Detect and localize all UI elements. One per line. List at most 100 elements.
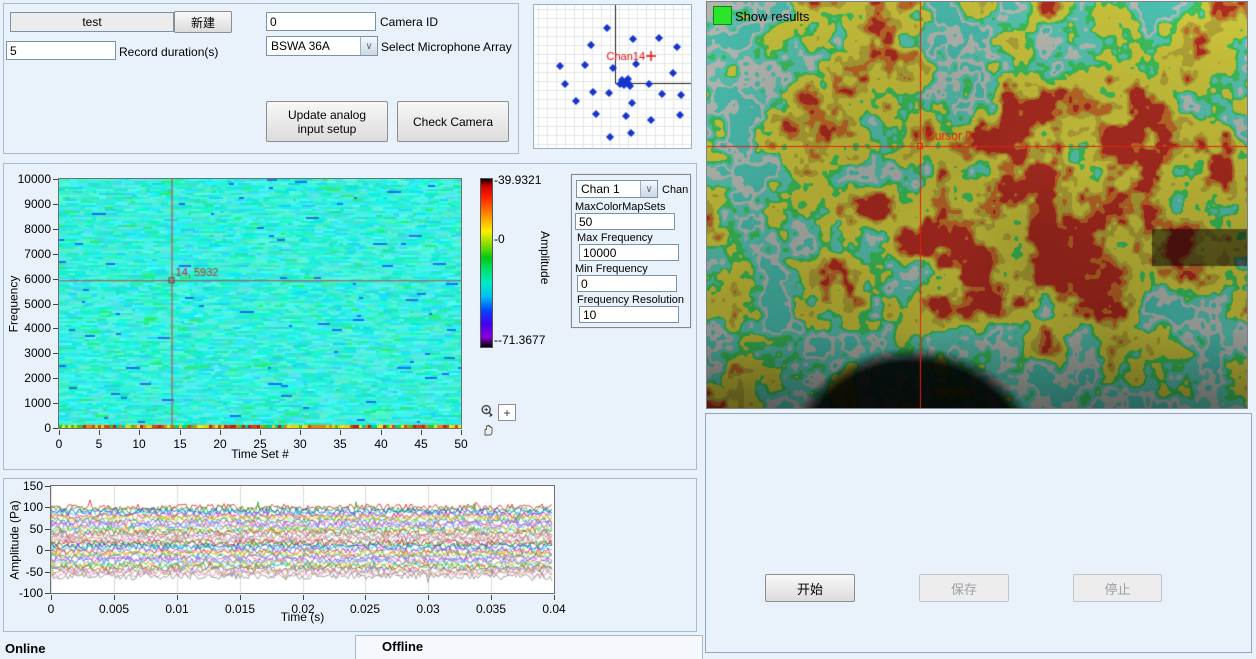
- axis-tick-label: 9000: [24, 197, 51, 211]
- axis-tick-label: 0: [36, 543, 43, 557]
- axis-tick-label: 0.035: [475, 602, 507, 616]
- camera-id-value: 0: [270, 14, 277, 29]
- axis-tick-label: 2000: [24, 371, 51, 385]
- min-frequency-field[interactable]: 0: [577, 275, 677, 292]
- axis-tick: [45, 507, 50, 508]
- axis-tick: [428, 595, 429, 600]
- axis-tick: [180, 430, 181, 435]
- channel-dropdown[interactable]: Chan 1 ∨: [576, 180, 658, 198]
- axis-tick: [53, 254, 58, 255]
- axis-tick: [53, 304, 58, 305]
- update-analog-button[interactable]: Update analog input setup: [266, 101, 388, 142]
- axis-tick-label: 7000: [24, 247, 51, 261]
- channel-value: Chan 1: [581, 182, 620, 196]
- test-name-value: test: [82, 15, 102, 29]
- axis-tick-label: 35: [333, 437, 347, 451]
- mic-array-value: BSWA 36A: [271, 39, 330, 53]
- axis-tick-label: 8000: [24, 222, 51, 236]
- axis-tick: [53, 204, 58, 205]
- camera-id-label: Camera ID: [380, 15, 439, 29]
- waveform-xlabel: Time (s): [280, 610, 325, 624]
- axis-tick-label: 0.025: [349, 602, 381, 616]
- control-panel: 开始 保存 停止: [705, 413, 1252, 653]
- show-results-led[interactable]: [713, 6, 732, 25]
- max-frequency-value: 10000: [583, 245, 617, 260]
- frequency-resolution-label: Frequency Resolution: [577, 294, 685, 306]
- cursor-tool-icon[interactable]: +: [498, 404, 516, 421]
- test-name-field[interactable]: test: [10, 12, 174, 32]
- axis-tick-label: 50: [29, 522, 43, 536]
- max-colormap-field[interactable]: 50: [575, 213, 675, 230]
- axis-tick: [220, 430, 221, 435]
- axis-tick: [53, 403, 58, 404]
- camera-image[interactable]: [707, 2, 1247, 408]
- axis-tick: [45, 572, 50, 573]
- axis-tick: [53, 229, 58, 230]
- mic-array-plot[interactable]: [533, 4, 692, 149]
- axis-tick: [53, 428, 58, 429]
- axis-tick: [554, 595, 555, 600]
- waveform-plot[interactable]: [51, 486, 554, 593]
- chevron-down-icon[interactable]: ∨: [640, 181, 657, 197]
- axis-tick-label: 0.04: [542, 602, 566, 616]
- setup-panel: test 新建 0 Camera ID 5 Record duration(s)…: [3, 3, 519, 154]
- axis-tick-label: 0.03: [416, 602, 440, 616]
- zoom-tool-icon[interactable]: [480, 404, 495, 419]
- spectrogram-plot[interactable]: [59, 179, 461, 428]
- frequency-resolution-field[interactable]: 10: [579, 306, 679, 323]
- axis-tick: [177, 595, 178, 600]
- axis-tick-label: 10000: [17, 172, 51, 186]
- start-button[interactable]: 开始: [765, 574, 855, 602]
- check-camera-button[interactable]: Check Camera: [397, 101, 509, 142]
- show-results-label: Show results: [735, 9, 810, 24]
- axis-tick-label: 0: [55, 437, 63, 451]
- axis-tick-label: 45: [414, 437, 428, 451]
- axis-tick-label: 3000: [24, 346, 51, 360]
- axis-tick: [45, 550, 50, 551]
- max-frequency-field[interactable]: 10000: [579, 244, 679, 261]
- axis-tick: [381, 430, 382, 435]
- tab-online-label[interactable]: Online: [5, 641, 46, 656]
- axis-tick: [340, 430, 341, 435]
- axis-tick: [461, 430, 462, 435]
- tab-offline-label[interactable]: Offline: [382, 639, 424, 654]
- new-button[interactable]: 新建: [174, 11, 232, 33]
- pan-tool-icon[interactable]: [481, 422, 496, 437]
- camera-id-field[interactable]: 0: [266, 12, 376, 31]
- axis-tick-label: -50: [25, 565, 43, 579]
- axis-tick-label: 25: [253, 437, 267, 451]
- axis-tick: [114, 595, 115, 600]
- save-button: 保存: [919, 574, 1009, 602]
- axis-tick: [300, 430, 301, 435]
- axis-tick-label: 0: [47, 602, 55, 616]
- axis-tick: [51, 595, 52, 600]
- frequency-resolution-value: 10: [583, 307, 597, 322]
- axis-tick: [45, 529, 50, 530]
- max-colormap-value: 50: [579, 214, 593, 229]
- axis-tick-label: 5: [95, 437, 103, 451]
- axis-tick-label: 50: [454, 437, 468, 451]
- tab-offline[interactable]: [355, 635, 703, 659]
- axis-tick: [53, 328, 58, 329]
- colorbar-min-label: --71.3677: [494, 333, 546, 347]
- display-controls: Chan 1 ∨ Chan MaxColorMapSets 50 Max Fre…: [570, 173, 692, 329]
- axis-tick: [139, 430, 140, 435]
- axis-tick-label: 1000: [24, 396, 51, 410]
- camera-view[interactable]: Show results: [706, 1, 1248, 409]
- min-frequency-value: 0: [581, 276, 588, 291]
- mic-array-canvas[interactable]: [534, 5, 691, 148]
- axis-tick: [45, 486, 50, 487]
- spectrogram-xlabel: Time Set #: [231, 447, 289, 461]
- colorbar-mid-label: -0: [494, 232, 505, 246]
- axis-tick: [421, 430, 422, 435]
- channel-label: Chan: [662, 184, 689, 196]
- colorbar: [480, 178, 493, 348]
- axis-tick-label: 0.005: [98, 602, 130, 616]
- axis-tick-label: 4000: [24, 321, 51, 335]
- axis-tick-label: 6000: [24, 272, 51, 286]
- record-duration-field[interactable]: 5: [6, 41, 116, 60]
- mic-array-dropdown[interactable]: BSWA 36A ∨: [266, 36, 378, 56]
- chevron-down-icon[interactable]: ∨: [360, 37, 377, 55]
- spectrogram-panel: Frequency Time Set # -39.9321 -0 --71.36…: [3, 163, 697, 470]
- colorbar-axis-label: Amplitude: [538, 231, 552, 285]
